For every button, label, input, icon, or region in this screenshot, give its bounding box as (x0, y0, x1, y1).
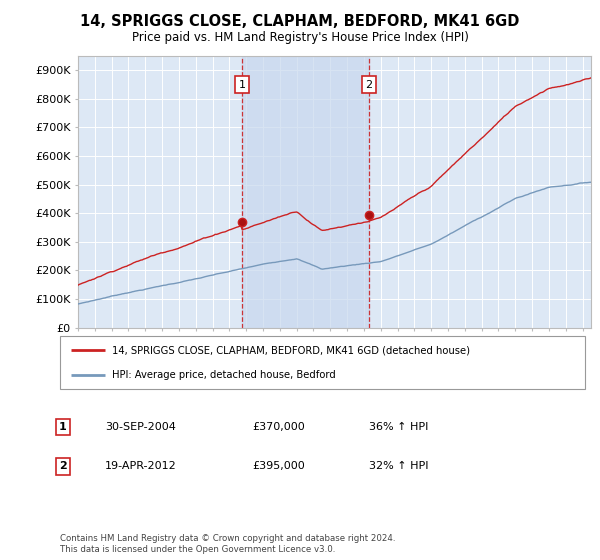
Text: 19-APR-2012: 19-APR-2012 (105, 461, 177, 472)
Text: 2: 2 (365, 80, 373, 90)
FancyBboxPatch shape (60, 336, 585, 389)
Text: £370,000: £370,000 (252, 422, 305, 432)
Text: 32% ↑ HPI: 32% ↑ HPI (369, 461, 428, 472)
Text: HPI: Average price, detached house, Bedford: HPI: Average price, detached house, Bedf… (113, 370, 336, 380)
Text: 14, SPRIGGS CLOSE, CLAPHAM, BEDFORD, MK41 6GD (detached house): 14, SPRIGGS CLOSE, CLAPHAM, BEDFORD, MK4… (113, 346, 470, 356)
Text: 1: 1 (238, 80, 245, 90)
Text: Contains HM Land Registry data © Crown copyright and database right 2024.
This d: Contains HM Land Registry data © Crown c… (60, 534, 395, 554)
Text: 36% ↑ HPI: 36% ↑ HPI (369, 422, 428, 432)
Text: Price paid vs. HM Land Registry's House Price Index (HPI): Price paid vs. HM Land Registry's House … (131, 31, 469, 44)
Text: 1: 1 (59, 422, 67, 432)
Text: 14, SPRIGGS CLOSE, CLAPHAM, BEDFORD, MK41 6GD: 14, SPRIGGS CLOSE, CLAPHAM, BEDFORD, MK4… (80, 14, 520, 29)
Text: 2: 2 (59, 461, 67, 472)
Bar (242, 56, 369, 328)
Text: 30-SEP-2004: 30-SEP-2004 (105, 422, 176, 432)
Text: £395,000: £395,000 (252, 461, 305, 472)
